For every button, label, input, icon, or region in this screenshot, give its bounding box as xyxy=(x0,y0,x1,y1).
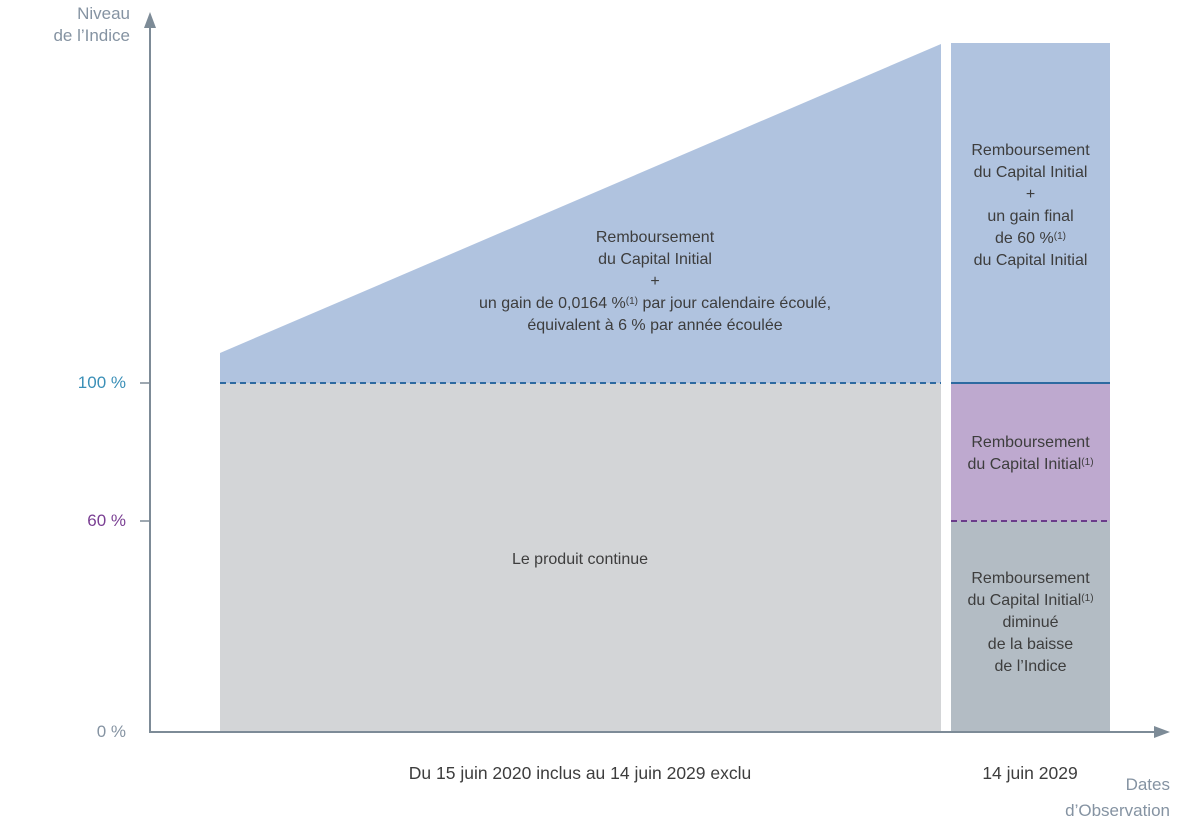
right-capital-zone xyxy=(951,383,1110,521)
right-capital-line1: Remboursement xyxy=(971,434,1090,451)
right-gain-line2: du Capital Initial xyxy=(973,164,1088,181)
y-axis-title: Niveau de l’Indice xyxy=(40,3,130,47)
left-gain-line2: du Capital Initial xyxy=(598,251,712,268)
left-gain-line4-post: par jour calendaire écoulé, xyxy=(638,295,832,312)
tick-label-100: 100 % xyxy=(77,373,126,392)
x-axis-arrow-icon xyxy=(1154,726,1170,738)
right-gain-line5-pre: de 60 % xyxy=(995,230,1054,247)
left-gain-line3: + xyxy=(650,273,660,290)
right-loss-line2-pre: du Capital Initial xyxy=(967,592,1082,609)
left-continue-zone xyxy=(220,383,941,732)
left-gain-text: Remboursement du Capital Initial + un ga… xyxy=(400,227,910,337)
x-axis-title: Dates d’Observation xyxy=(1030,772,1170,824)
left-gain-line5: équivalent à 6 % par année écoulée xyxy=(527,317,783,334)
right-gain-zone xyxy=(951,43,1110,383)
footnote-marker: (1) xyxy=(625,296,638,307)
period-label-left: Du 15 juin 2020 inclus au 14 juin 2029 e… xyxy=(408,763,752,783)
footnote-marker: (1) xyxy=(1081,457,1094,468)
left-continue-text: Le produit continue xyxy=(430,549,730,571)
right-loss-text: Remboursement du Capital Initial(1) dimi… xyxy=(951,568,1110,678)
x-axis-title-line1: Dates xyxy=(1125,775,1170,794)
right-gain-line6: du Capital Initial xyxy=(973,252,1088,269)
left-gain-line4: un gain de 0,0164 %(1) par jour calendai… xyxy=(400,293,910,315)
y-axis-title-line1: Niveau xyxy=(77,4,130,23)
right-loss-line1: Remboursement xyxy=(971,570,1090,587)
left-continue-line1: Le produit continue xyxy=(511,551,649,568)
right-loss-line2: du Capital Initial(1) xyxy=(951,590,1110,612)
right-loss-line4: de la baisse xyxy=(987,636,1074,653)
y-axis-arrow-icon xyxy=(144,12,156,28)
right-capital-text: Remboursement du Capital Initial(1) xyxy=(951,432,1110,476)
footnote-marker: (1) xyxy=(1053,231,1066,242)
footnote-marker: (1) xyxy=(1081,593,1094,604)
left-gain-line4-pre: un gain de 0,0164 % xyxy=(478,295,626,312)
right-gain-text: Remboursement du Capital Initial + un ga… xyxy=(951,140,1110,272)
left-gain-line1: Remboursement xyxy=(595,229,715,246)
right-gain-line5: de 60 %(1) xyxy=(951,228,1110,250)
x-axis-title-line2: d’Observation xyxy=(1065,801,1170,820)
right-loss-line3: diminué xyxy=(1002,614,1059,631)
right-capital-line2-pre: du Capital Initial xyxy=(967,456,1082,473)
right-loss-line5: de l’Indice xyxy=(994,658,1067,675)
right-loss-zone xyxy=(951,521,1110,732)
left-gain-zone xyxy=(220,44,941,383)
period-label-right: 14 juin 2029 xyxy=(982,763,1078,783)
right-gain-line3: + xyxy=(1025,186,1036,203)
right-gain-line1: Remboursement xyxy=(971,142,1090,159)
right-gain-line4: un gain final xyxy=(987,208,1074,225)
tick-label-60: 60 % xyxy=(87,511,126,530)
tick-label-0: 0 % xyxy=(96,722,126,741)
right-capital-line2: du Capital Initial(1) xyxy=(951,454,1110,476)
y-axis-title-line2: de l’Indice xyxy=(53,26,130,45)
